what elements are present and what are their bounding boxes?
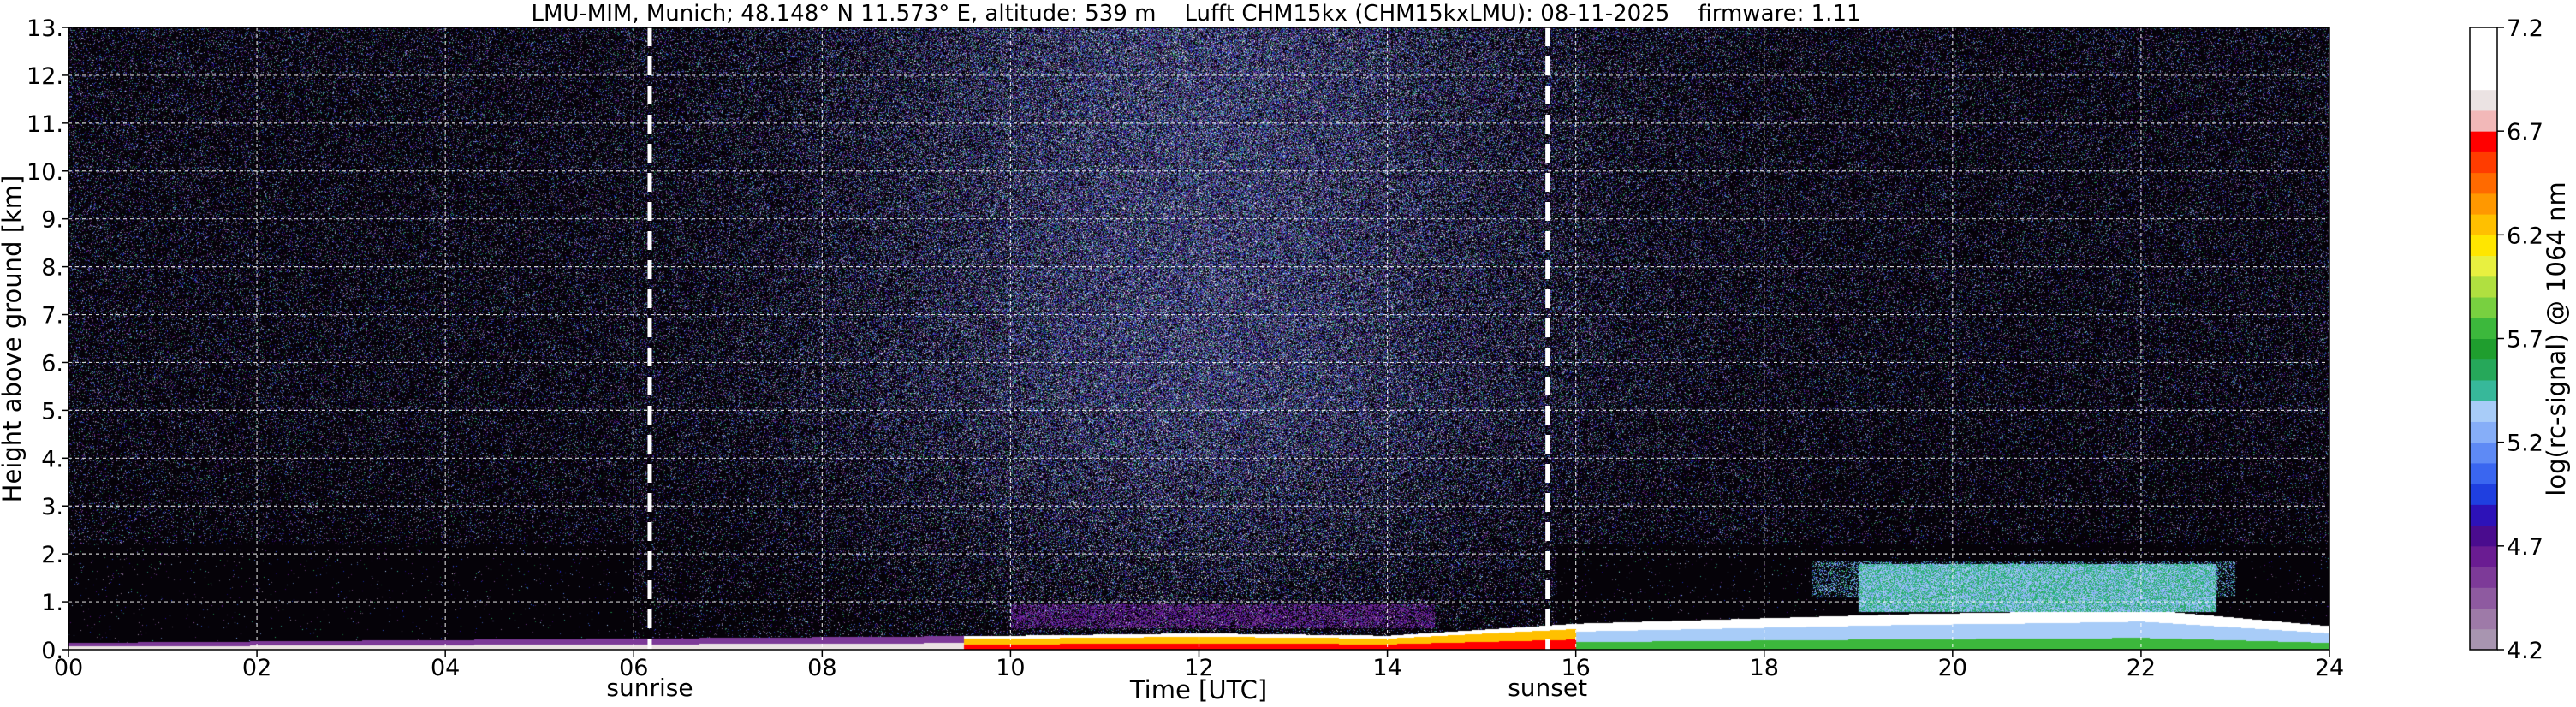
- colorbar-band: [2470, 462, 2497, 484]
- colorbar-tick-label: 7.2: [2507, 15, 2543, 42]
- y-tick-label: 10.: [27, 159, 63, 186]
- y-tick-label: 8.: [41, 255, 63, 282]
- x-tick-label: 00: [54, 655, 83, 681]
- x-axis-label: Time [UTC]: [1129, 675, 1267, 704]
- x-tick-label: 12: [1184, 655, 1213, 681]
- colorbar-band: [2470, 567, 2497, 588]
- colorbar-band: [2470, 545, 2497, 567]
- colorbar-tick-label: 4.7: [2507, 534, 2543, 561]
- colorbar-band: [2470, 297, 2497, 318]
- event-lines: sunrise sunset: [606, 27, 1587, 702]
- x-tick-label: 16: [1561, 655, 1590, 681]
- x-tick-label: 08: [807, 655, 836, 681]
- x-tick-label: 14: [1372, 655, 1401, 681]
- colorbar-band: [2470, 525, 2497, 547]
- y-tick-label: 11.: [27, 111, 63, 138]
- colorbar-band: [2470, 504, 2497, 526]
- colorbar-band: [2470, 628, 2497, 651]
- x-axis-ticks: 00 02 04 06 08 10 12 14 16 18 20 22 24: [54, 650, 2344, 681]
- y-tick-label: 2.: [41, 542, 63, 568]
- colorbar-band: [2470, 172, 2497, 194]
- colorbar-tick-label: 4.2: [2507, 638, 2543, 664]
- colorbar: 4.2 4.7 5.2 5.7 6.2 6.7 7.2 log(rc-signal) @ 1…: [2469, 15, 2571, 664]
- colorbar-band: [2470, 318, 2497, 339]
- x-tick-label: 02: [242, 655, 271, 681]
- y-tick-label: 1.: [41, 590, 63, 616]
- sunrise-label: sunrise: [606, 674, 693, 702]
- colorbar-band: [2470, 193, 2497, 215]
- grid-lines: [68, 27, 2329, 650]
- y-tick-label: 12.: [27, 63, 63, 90]
- y-tick-label: 3.: [41, 494, 63, 520]
- colorbar-band: [2470, 276, 2497, 298]
- colorbar-band: [2470, 255, 2497, 277]
- colorbar-tick-label: 6.2: [2507, 223, 2543, 249]
- y-tick-label: 13.: [27, 15, 63, 42]
- colorbar-ticks: 4.2 4.7 5.2 5.7 6.2 6.7 7.2: [2497, 15, 2543, 664]
- x-tick-label: 04: [431, 655, 460, 681]
- plot-area: sunrise sunset: [68, 27, 2330, 702]
- colorbar-band: [2470, 152, 2497, 174]
- colorbar-band: [2470, 587, 2497, 609]
- colorbar-band: [2470, 89, 2497, 111]
- x-tick-label: 18: [1750, 655, 1779, 681]
- colorbar-band: [2470, 48, 2497, 69]
- colorbar-band: [2470, 110, 2497, 132]
- colorbar-bands: [2470, 27, 2497, 651]
- y-tick-label: 4.: [41, 446, 63, 472]
- colorbar-band: [2470, 608, 2497, 630]
- y-axis-label: Height above ground [km]: [0, 175, 27, 503]
- y-tick-label: 0.: [41, 638, 63, 664]
- y-tick-label: 9.: [41, 207, 63, 234]
- colorbar-band: [2470, 442, 2497, 464]
- colorbar-tick-label: 5.7: [2507, 327, 2543, 354]
- x-tick-label: 24: [2315, 655, 2344, 681]
- colorbar-label: log(rc-signal) @ 1064 nm: [2542, 181, 2571, 496]
- colorbar-tick-label: 6.7: [2507, 119, 2543, 146]
- x-tick-label: 22: [2127, 655, 2156, 681]
- colorbar-tick-label: 5.2: [2507, 431, 2543, 457]
- y-tick-label: 5.: [41, 398, 63, 425]
- sunset-label: sunset: [1508, 674, 1587, 702]
- y-axis-ticks: 0. 1. 2. 3. 4. 5. 6. 7. 8. 9. 10. 11. 12. 13.: [27, 15, 68, 664]
- colorbar-band: [2470, 421, 2497, 443]
- chart-title: LMU-MIM, Munich; 48.148° N 11.573° E, al…: [531, 1, 1860, 27]
- x-tick-label: 06: [619, 655, 648, 681]
- x-tick-label: 10: [996, 655, 1025, 681]
- colorbar-band: [2470, 131, 2497, 152]
- colorbar-band: [2470, 359, 2497, 381]
- colorbar-band: [2470, 235, 2497, 257]
- colorbar-band: [2470, 27, 2497, 49]
- x-tick-label: 20: [1938, 655, 1967, 681]
- colorbar-band: [2470, 379, 2497, 401]
- colorbar-band: [2470, 401, 2497, 422]
- colorbar-band: [2470, 338, 2497, 360]
- y-tick-label: 7.: [41, 303, 63, 330]
- colorbar-band: [2470, 214, 2497, 235]
- colorbar-band: [2470, 484, 2497, 505]
- colorbar-band: [2470, 68, 2497, 91]
- y-tick-label: 6.: [41, 350, 63, 377]
